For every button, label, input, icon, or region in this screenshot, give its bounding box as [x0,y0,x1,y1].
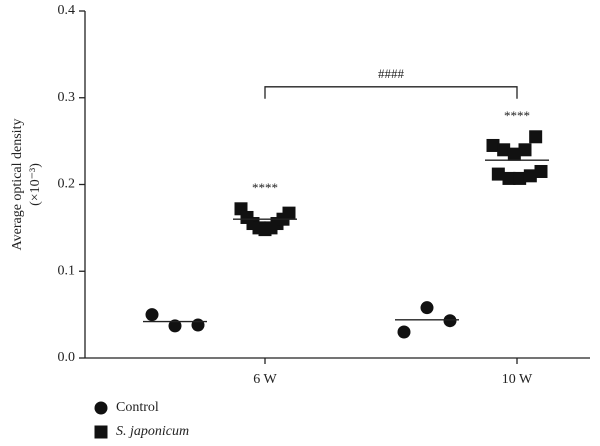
data-point [420,301,434,315]
comparison-bracket [264,86,518,99]
data-point [518,143,532,157]
data-point [443,314,457,328]
x-tick-label: 10 W [502,372,533,387]
x-tick-label: 6 W [253,372,277,387]
data-point [513,171,527,185]
legend-marker [94,401,108,415]
data-point [191,318,205,332]
data-point [502,171,516,185]
data-point [529,130,543,144]
significance-label: **** [252,180,278,195]
data-point [486,138,500,152]
y-axis-label: (×10⁻³) [28,163,43,206]
data-point [534,164,548,178]
legend-label: Control [116,400,159,415]
y-tick-label: 0.2 [58,177,76,192]
data-point [523,169,537,183]
data-point [497,143,511,157]
data-point [397,325,411,339]
data-point [491,167,505,181]
data-point [282,206,296,220]
y-tick-label: 0.4 [58,3,76,18]
y-tick-label: 0.3 [58,90,76,105]
y-tick-label: 0.1 [58,263,76,278]
comparison-label: #### [378,66,405,81]
data-point [145,308,159,322]
significance-label: **** [504,108,530,123]
y-tick-label: 0.0 [58,350,76,365]
legend-marker [94,425,108,439]
data-point [168,319,182,333]
data-point [507,147,521,161]
y-axis-label: Average optical density [10,119,25,251]
legend-label: S. japonicum [116,424,189,439]
